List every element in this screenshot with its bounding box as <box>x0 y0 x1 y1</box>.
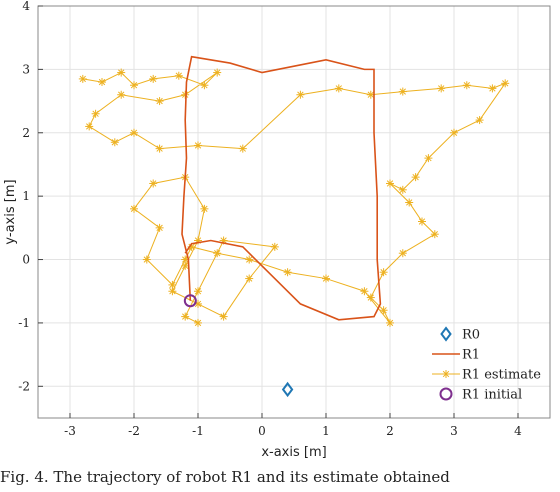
estimate-point <box>194 287 202 296</box>
legend-label: R0 <box>462 328 480 343</box>
x-tick-label: 1 <box>322 424 330 438</box>
chart: -3 -2 -1 0 1 2 3 4 -2 -1 0 1 2 3 4 x-axis [m] y-axis [… <box>3 0 551 460</box>
estimate-point <box>334 84 343 93</box>
estimate-point <box>130 81 138 90</box>
estimate-point <box>398 185 407 194</box>
y-axis-label: y-axis [m] <box>3 179 18 244</box>
estimate-point <box>149 74 158 83</box>
legend: R0 R1 R1 estimate R1 initial <box>432 326 541 403</box>
estimate-point <box>213 249 222 258</box>
legend-item: R0 <box>440 326 480 343</box>
series-r1-estimate <box>78 68 510 327</box>
estimate-point <box>181 261 190 270</box>
y-tick-label: 1 <box>22 189 30 203</box>
r1-initial-point <box>183 294 197 308</box>
estimate-point <box>424 154 433 163</box>
x-tick-label: -1 <box>192 424 204 438</box>
x-tick-label: 4 <box>514 424 522 438</box>
y-tick-label: -1 <box>18 316 30 330</box>
axis-ticks: -3 -2 -1 0 1 2 3 4 -2 -1 0 1 2 3 4 <box>18 0 522 438</box>
estimate-point <box>360 287 369 296</box>
estimate-point <box>219 312 228 321</box>
estimate-point <box>200 81 209 90</box>
legend-swatch <box>439 387 453 401</box>
estimate-point <box>437 84 446 93</box>
estimate-point <box>91 109 100 118</box>
estimate-point <box>411 173 420 182</box>
r1-trajectory-line <box>181 55 382 321</box>
estimate-point <box>398 87 407 96</box>
estimate-point <box>398 249 407 258</box>
legend-item: R1 initial <box>439 387 522 403</box>
estimate-point <box>142 255 151 264</box>
estimate-point <box>386 318 394 327</box>
x-tick-label: 0 <box>258 424 266 438</box>
estimate-point <box>110 138 119 147</box>
estimate-point <box>117 68 126 77</box>
estimate-line <box>82 71 507 324</box>
estimate-point <box>270 242 279 251</box>
estimate-point <box>501 79 510 88</box>
figure-caption: Fig. 4. The trajectory of robot R1 and i… <box>0 468 450 486</box>
estimate-point <box>245 274 254 283</box>
estimate-point <box>194 318 202 327</box>
r0-point <box>281 381 294 398</box>
x-tick-label: 2 <box>386 424 394 438</box>
grid <box>38 5 550 418</box>
estimate-point <box>200 204 209 213</box>
y-tick-label: 2 <box>22 126 30 140</box>
estimate-point <box>450 128 458 137</box>
estimate-point <box>155 223 164 232</box>
y-tick-label: 4 <box>22 0 30 13</box>
estimate-point <box>130 204 138 213</box>
estimate-point <box>386 179 394 188</box>
estimate-point <box>149 179 158 188</box>
estimate-point <box>98 78 106 87</box>
estimate-point <box>245 255 254 264</box>
legend-item: R1 estimate <box>432 368 541 383</box>
estimate-point <box>155 144 164 153</box>
estimate-point <box>462 81 471 90</box>
y-tick-label: 3 <box>22 62 30 76</box>
estimate-point <box>117 90 126 99</box>
legend-swatch <box>440 326 452 342</box>
estimate-point <box>488 84 497 93</box>
estimate-point <box>213 68 222 77</box>
estimate-point <box>78 74 87 83</box>
estimate-point <box>181 312 190 321</box>
estimate-point <box>174 71 183 80</box>
estimate-point <box>405 198 414 207</box>
legend-item: R1 <box>432 348 480 363</box>
series-r0 <box>281 381 294 398</box>
y-tick-label: 0 <box>22 253 30 267</box>
estimate-point <box>283 268 292 277</box>
y-tick-label: -2 <box>18 379 30 393</box>
estimate-point <box>85 122 94 131</box>
estimate-point <box>366 293 375 302</box>
series-r1 <box>181 55 382 321</box>
x-tick-label: -3 <box>64 424 76 438</box>
estimate-point <box>418 217 426 226</box>
estimate-point <box>168 287 177 296</box>
legend-label: R1 <box>462 348 480 363</box>
x-axis-label: x-axis [m] <box>261 445 326 460</box>
estimate-point <box>379 306 388 315</box>
series-r1-initial <box>183 294 197 308</box>
x-tick-label: -2 <box>128 424 140 438</box>
x-tick-label: 3 <box>450 424 458 438</box>
estimate-point <box>322 274 330 283</box>
estimate-point <box>430 230 439 239</box>
estimate-point <box>238 144 247 153</box>
estimate-point <box>296 90 305 99</box>
legend-label: R1 estimate <box>462 368 541 383</box>
estimate-point <box>194 141 202 150</box>
estimate-point <box>379 268 388 277</box>
estimate-point <box>155 97 164 106</box>
estimate-point <box>475 116 484 125</box>
estimate-point <box>130 128 138 137</box>
legend-swatch <box>442 370 450 378</box>
plot-area <box>37 5 551 419</box>
legend-label: R1 initial <box>462 388 522 403</box>
